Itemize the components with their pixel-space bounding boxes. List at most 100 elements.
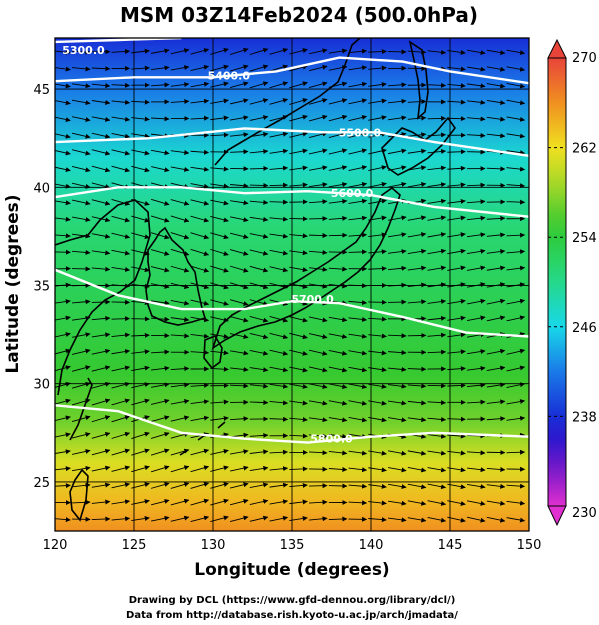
wind-arrow [467,467,486,473]
contour-line [55,127,529,157]
wind-arrow [348,366,368,373]
wind-arrow [309,233,328,239]
wind-arrow [309,450,328,456]
wind-arrow [309,266,328,272]
wind-arrow [467,132,486,138]
wind-arrow [427,82,447,88]
colorbar-tick-label: 262 [572,142,597,157]
contour-label: 5400.0 [208,69,251,82]
wind-arrow [348,316,368,322]
wind-arrow [348,232,368,238]
wind-arrow [506,500,526,506]
height-contours: 5300.0 5400.0 5500.0 5600.0 5700.0 5800.0 [55,38,529,446]
wind-arrow [348,483,368,489]
wind-arrow [269,216,289,222]
wind-arrow [407,500,427,506]
wind-arrow [111,82,131,88]
wind-arrow [229,316,249,323]
wind-arrow [170,333,190,339]
wind-arrow [348,467,368,473]
wind-arrow [328,516,348,522]
map-title: MSM 03Z14Feb2024 (500.0hPa) [120,3,478,27]
wind-arrow [328,182,348,188]
wind-arrow [407,299,427,305]
wind-arrow [467,83,486,89]
wind-arrow [308,81,328,89]
wind-arrow [230,416,249,422]
wind-arrow [269,165,289,171]
wind-arrow [229,98,249,105]
wind-arrow [71,99,91,106]
wind-arrow [229,498,249,506]
wind-arrow [486,483,506,489]
wind-arrow [111,199,131,206]
wind-arrow [91,431,111,439]
x-tick-label: 145 [438,538,463,553]
wind-arrow [506,315,526,322]
wind-arrow [427,467,447,473]
wind-arrow [71,448,91,455]
wind-arrow [486,365,506,372]
wind-arrow [170,199,190,206]
wind-arrow [111,99,131,105]
wind-arrow [249,249,269,256]
coastline-taiwan [69,468,89,522]
wind-arrow [506,483,526,489]
wind-arrow [427,149,447,154]
wind-arrow [72,49,91,55]
wind-arrow [91,132,111,139]
wind-arrow [170,248,190,256]
wind-arrow [249,383,269,389]
wind-arrow [387,165,407,171]
wind-arrow [150,515,170,522]
wind-arrow [486,265,506,271]
wind-arrow [170,299,190,306]
wind-arrow [506,49,526,55]
wind-arrow [249,332,269,340]
wind-arrow [71,332,91,338]
wind-arrow [486,466,506,472]
wind-arrow [91,415,111,423]
wind-arrow [249,199,269,205]
wind-arrow [111,132,131,139]
wind-arrow [91,250,111,256]
wind-arrow [170,498,190,506]
wind-arrow [308,64,328,72]
contour-label: 5300.0 [62,44,105,57]
x-tick-label: 120 [43,538,68,553]
wind-arrow [388,383,407,389]
wind-arrow [388,115,407,121]
wind-arrow [466,516,486,523]
wind-arrow [229,333,249,340]
wind-arrow [269,332,289,340]
y-tick-label: 30 [33,378,50,393]
coastline-sakhalin [408,40,429,120]
wind-arrow [407,49,427,55]
wind-arrow [506,415,526,421]
wind-arrow [249,47,269,55]
wind-arrow [328,483,348,489]
wind-arrow [72,233,91,239]
wind-arrow [229,81,249,88]
wind-arrow [91,516,111,522]
wind-arrow [486,49,506,56]
credit-drawing: Drawing by DCL (https://www.gfd-dennou.o… [129,595,456,606]
colorbar-bottom-triangle [547,505,567,527]
wind-arrow [506,298,526,305]
wind-arrow [269,482,289,488]
wind-arrow [269,233,289,239]
contour-line [55,268,529,338]
wind-arrow [328,98,348,105]
wind-arrow [309,433,328,439]
wind-arrow [328,349,348,356]
wind-arrow [466,66,486,72]
contour-line [55,404,529,444]
wind-arrow [388,98,407,104]
wind-arrow [170,415,190,422]
x-tick-label: 150 [517,538,542,553]
wind-arrow [506,249,526,255]
wind-arrow [506,399,526,405]
wind-arrow [72,315,91,321]
wind-arrow [229,64,249,72]
